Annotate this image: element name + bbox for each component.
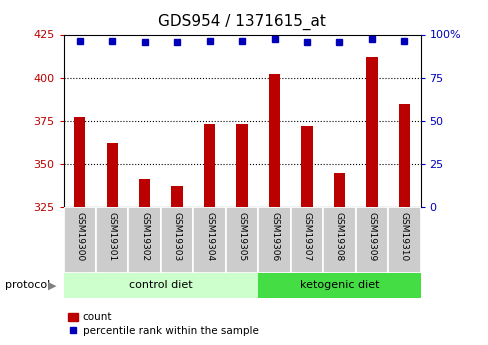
Bar (161, 207, 193, 273)
Text: GSM19301: GSM19301 (107, 212, 117, 262)
Text: GSM19302: GSM19302 (140, 212, 149, 262)
Bar (63, 207, 96, 273)
Text: GSM19306: GSM19306 (269, 212, 279, 262)
Bar (106, 143, 118, 345)
Bar (236, 124, 247, 345)
Bar (63, 273, 258, 298)
Bar (203, 124, 215, 345)
Bar (128, 207, 161, 273)
Text: ▶: ▶ (48, 280, 56, 290)
Bar (268, 74, 280, 345)
Text: GSM19304: GSM19304 (204, 212, 214, 262)
Bar (139, 179, 150, 345)
Bar (74, 117, 85, 345)
Title: GDS954 / 1371615_at: GDS954 / 1371615_at (158, 14, 325, 30)
Bar (225, 207, 258, 273)
Legend: count, percentile rank within the sample: count, percentile rank within the sample (64, 308, 262, 340)
Text: GSM19307: GSM19307 (302, 212, 311, 262)
Bar (193, 207, 225, 273)
Bar (323, 207, 355, 273)
Bar (258, 207, 290, 273)
Bar (387, 207, 420, 273)
Text: protocol: protocol (5, 280, 50, 290)
Bar (258, 273, 420, 298)
Bar (366, 57, 377, 345)
Bar (171, 186, 183, 345)
Bar (96, 207, 128, 273)
Bar (290, 207, 323, 273)
Text: GSM19305: GSM19305 (237, 212, 246, 262)
Text: GSM19309: GSM19309 (366, 212, 376, 262)
Text: GSM19300: GSM19300 (75, 212, 84, 262)
Text: GSM19303: GSM19303 (172, 212, 181, 262)
Text: GSM19310: GSM19310 (399, 212, 408, 262)
Text: control diet: control diet (129, 280, 192, 290)
Bar (398, 104, 409, 345)
Text: GSM19308: GSM19308 (334, 212, 343, 262)
Bar (301, 126, 312, 345)
Bar (333, 172, 345, 345)
Text: ketogenic diet: ketogenic diet (299, 280, 378, 290)
Bar (355, 207, 387, 273)
